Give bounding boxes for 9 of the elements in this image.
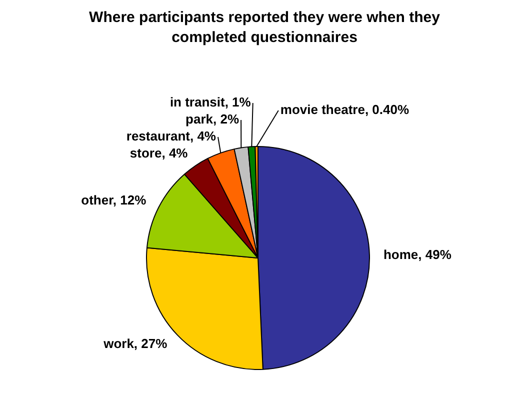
slice-label: work, 27% [102, 336, 168, 352]
slice-label: store, 4% [130, 146, 188, 161]
slice-label: movie theatre, 0.40% [280, 102, 410, 118]
chart-title: Where participants reported they were when they completed questionnaires [88, 8, 441, 48]
slice-label: in transit, 1% [170, 94, 252, 110]
slice-label: park, 2% [186, 112, 240, 127]
slice-label: home, 49% [383, 246, 452, 262]
slice-label: restaurant, 4% [126, 128, 216, 144]
slice-label: other, 12% [81, 192, 147, 208]
